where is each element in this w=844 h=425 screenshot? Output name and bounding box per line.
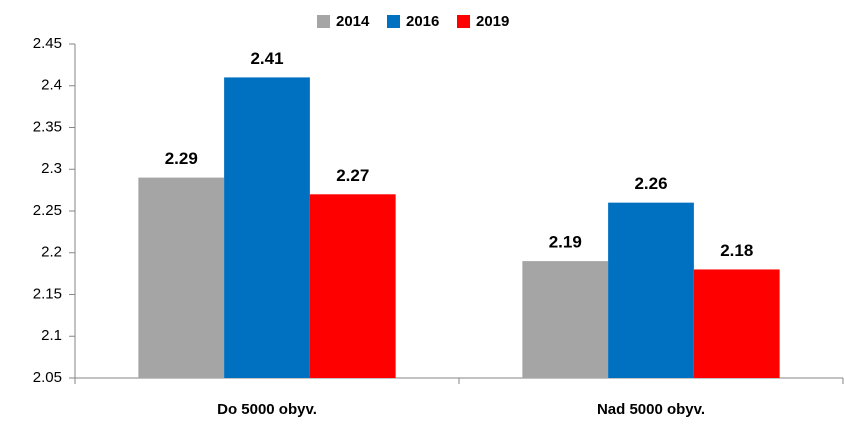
bar xyxy=(138,177,225,378)
y-tick-label: 2.2 xyxy=(41,244,62,261)
value-label: 2.41 xyxy=(250,49,283,68)
y-tick-label: 2.4 xyxy=(41,77,62,94)
bar xyxy=(608,202,694,378)
y-tick-label: 2.1 xyxy=(41,327,62,344)
x-tick-label: Do 5000 obyv. xyxy=(217,401,317,418)
y-tick-label: 2.25 xyxy=(33,202,62,219)
y-tick-label: 2.3 xyxy=(41,160,62,177)
bar xyxy=(309,194,396,378)
x-tick-label: Nad 5000 obyv. xyxy=(597,401,705,418)
y-tick-label: 2.45 xyxy=(33,35,62,52)
value-label: 2.27 xyxy=(336,166,369,185)
bar xyxy=(693,269,780,378)
y-tick-label: 2.15 xyxy=(33,285,62,302)
y-tick-label: 2.35 xyxy=(33,118,62,135)
legend-swatch xyxy=(317,15,330,28)
value-label: 2.26 xyxy=(634,174,667,193)
value-label: 2.19 xyxy=(549,233,582,252)
bar xyxy=(224,77,310,379)
bar xyxy=(522,261,609,378)
legend-label: 2014 xyxy=(336,13,370,30)
legend-swatch xyxy=(387,15,400,28)
legend-label: 2019 xyxy=(476,13,509,30)
y-tick-label: 2.05 xyxy=(33,369,62,386)
value-label: 2.18 xyxy=(720,241,753,260)
legend-label: 2016 xyxy=(406,13,439,30)
legend-swatch xyxy=(457,15,470,28)
value-label: 2.29 xyxy=(165,149,198,168)
